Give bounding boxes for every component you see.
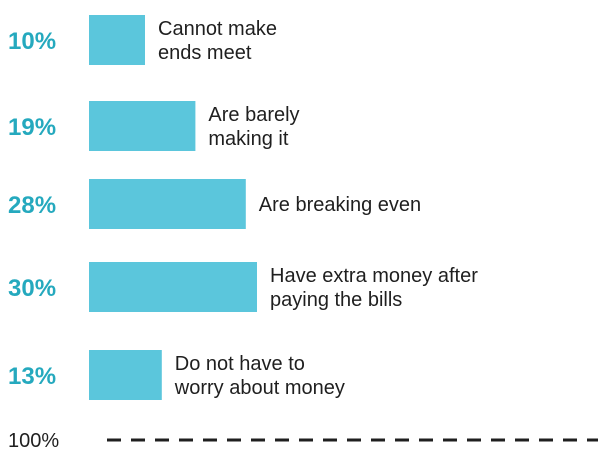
category-label: Cannot make [158, 18, 277, 40]
category-label: Have extra money after [270, 265, 478, 287]
category-label: Are breaking even [259, 194, 421, 216]
value-label: 30% [8, 275, 56, 302]
category-label: ends meet [158, 42, 252, 64]
bar [89, 350, 162, 400]
value-label: 13% [8, 363, 56, 390]
category-label: making it [208, 128, 288, 150]
value-label: 10% [8, 28, 56, 55]
category-label: worry about money [174, 377, 345, 399]
bar [89, 262, 257, 312]
bar [89, 179, 246, 229]
total-label: 100% [8, 430, 59, 452]
bar [89, 15, 145, 65]
category-label: Are barely [208, 104, 299, 126]
bar [89, 101, 196, 151]
category-label: paying the bills [270, 289, 402, 311]
value-label: 28% [8, 192, 56, 219]
category-label: Do not have to [175, 353, 305, 375]
value-label: 19% [8, 114, 56, 141]
